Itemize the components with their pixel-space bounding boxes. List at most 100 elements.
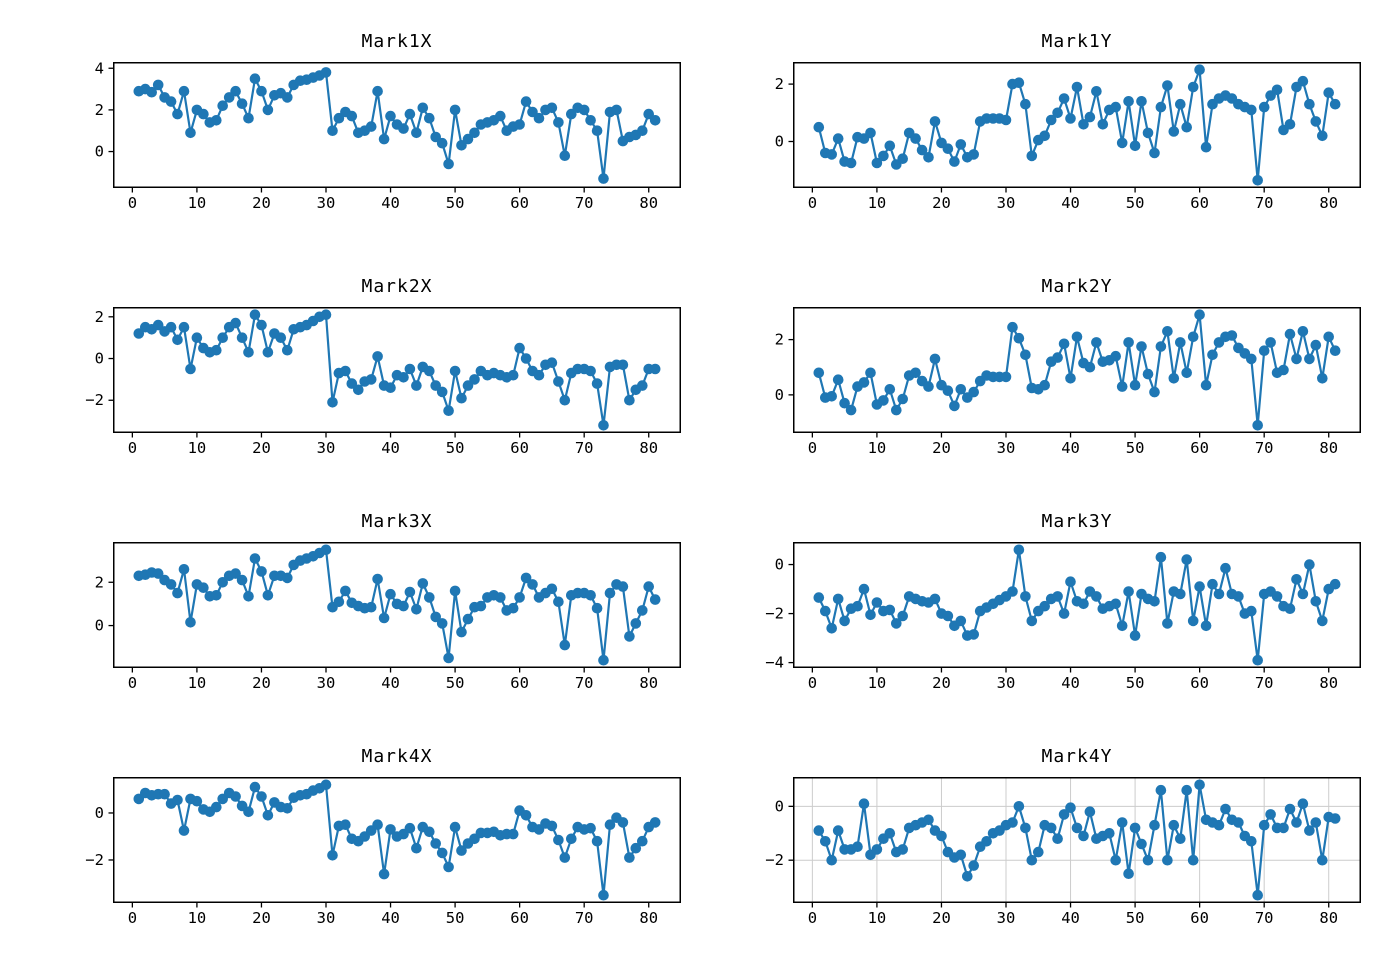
svg-text:0: 0 xyxy=(775,797,784,815)
svg-text:40: 40 xyxy=(381,909,400,927)
chart-title: Mark3X xyxy=(361,511,433,532)
svg-text:70: 70 xyxy=(1255,194,1274,212)
svg-text:−2: −2 xyxy=(85,391,104,409)
svg-text:0: 0 xyxy=(808,439,817,457)
svg-text:10: 10 xyxy=(188,194,207,212)
svg-text:60: 60 xyxy=(510,194,529,212)
svg-text:−2: −2 xyxy=(765,851,784,869)
svg-text:0: 0 xyxy=(808,194,817,212)
svg-text:80: 80 xyxy=(1319,674,1338,692)
svg-text:2: 2 xyxy=(95,308,104,326)
svg-text:50: 50 xyxy=(1126,194,1145,212)
svg-text:40: 40 xyxy=(1061,909,1080,927)
svg-text:60: 60 xyxy=(1190,909,1209,927)
subplot-mark3y: Mark3Y 0 10 20 30 40 50 60 70 80 −4 −2 0 xyxy=(765,511,1361,692)
svg-text:0: 0 xyxy=(95,804,104,822)
svg-text:2: 2 xyxy=(775,75,784,93)
chart-title: Mark1Y xyxy=(1041,31,1113,52)
svg-text:70: 70 xyxy=(1255,909,1274,927)
svg-text:80: 80 xyxy=(1319,439,1338,457)
svg-text:4: 4 xyxy=(95,59,104,77)
svg-text:20: 20 xyxy=(252,674,271,692)
svg-text:0: 0 xyxy=(775,386,784,404)
chart-plot-area: 0 10 20 30 40 50 60 70 80 0 2 xyxy=(95,542,681,692)
svg-text:10: 10 xyxy=(868,439,887,457)
svg-text:10: 10 xyxy=(868,194,887,212)
svg-text:40: 40 xyxy=(381,194,400,212)
svg-text:20: 20 xyxy=(932,674,951,692)
svg-text:50: 50 xyxy=(1126,674,1145,692)
svg-text:0: 0 xyxy=(775,133,784,151)
chart-title: Mark4Y xyxy=(1041,746,1113,767)
svg-text:0: 0 xyxy=(95,350,104,368)
svg-text:30: 30 xyxy=(317,439,336,457)
chart-title: Mark4X xyxy=(361,746,433,767)
svg-text:0: 0 xyxy=(95,143,104,161)
chart-plot-area: 0 10 20 30 40 50 60 70 80 0 2 4 xyxy=(95,59,681,212)
chart-plot-area: 0 10 20 30 40 50 60 70 80 −2 0 xyxy=(765,777,1361,927)
svg-text:70: 70 xyxy=(575,194,594,212)
svg-text:30: 30 xyxy=(997,439,1016,457)
chart-title: Mark1X xyxy=(361,31,433,52)
svg-text:30: 30 xyxy=(997,674,1016,692)
svg-text:40: 40 xyxy=(1061,674,1080,692)
chart-plot-area: 0 10 20 30 40 50 60 70 80 0 2 xyxy=(775,307,1361,457)
svg-text:60: 60 xyxy=(1190,674,1209,692)
svg-text:2: 2 xyxy=(775,331,784,349)
chart-plot-area: 0 10 20 30 40 50 60 70 80 −4 −2 0 xyxy=(765,542,1361,692)
svg-text:10: 10 xyxy=(868,674,887,692)
subplot-mark2y: Mark2Y 0 10 20 30 40 50 60 70 80 0 2 xyxy=(775,276,1361,457)
svg-text:80: 80 xyxy=(639,674,658,692)
svg-text:50: 50 xyxy=(446,194,465,212)
svg-text:0: 0 xyxy=(95,617,104,635)
svg-text:30: 30 xyxy=(997,194,1016,212)
svg-text:10: 10 xyxy=(188,674,207,692)
chart-title: Mark2Y xyxy=(1041,276,1113,297)
svg-text:60: 60 xyxy=(1190,439,1209,457)
svg-text:20: 20 xyxy=(252,909,271,927)
chart-title: Mark2X xyxy=(361,276,433,297)
svg-text:20: 20 xyxy=(932,909,951,927)
svg-text:80: 80 xyxy=(1319,194,1338,212)
svg-text:70: 70 xyxy=(1255,674,1274,692)
svg-text:2: 2 xyxy=(95,573,104,591)
subplot-mark1x: Mark1X 0 10 20 30 40 50 60 70 80 0 2 4 xyxy=(95,31,681,212)
svg-text:70: 70 xyxy=(575,909,594,927)
svg-text:30: 30 xyxy=(317,674,336,692)
svg-text:30: 30 xyxy=(317,194,336,212)
subplot-mark1y: Mark1Y 0 10 20 30 40 50 60 70 80 0 2 xyxy=(775,31,1361,212)
svg-text:40: 40 xyxy=(1061,439,1080,457)
svg-text:80: 80 xyxy=(639,194,658,212)
svg-text:0: 0 xyxy=(128,909,137,927)
svg-text:50: 50 xyxy=(446,674,465,692)
svg-text:20: 20 xyxy=(932,194,951,212)
chart-plot-area: 0 10 20 30 40 50 60 70 80 −2 0 xyxy=(85,777,681,927)
svg-text:40: 40 xyxy=(381,674,400,692)
svg-text:80: 80 xyxy=(1319,909,1338,927)
svg-text:60: 60 xyxy=(510,674,529,692)
svg-text:−2: −2 xyxy=(765,605,784,623)
svg-text:10: 10 xyxy=(868,909,887,927)
svg-text:80: 80 xyxy=(639,439,658,457)
svg-text:30: 30 xyxy=(997,909,1016,927)
svg-text:20: 20 xyxy=(252,439,271,457)
svg-text:80: 80 xyxy=(639,909,658,927)
svg-text:40: 40 xyxy=(1061,194,1080,212)
svg-text:20: 20 xyxy=(252,194,271,212)
chart-plot-area: 0 10 20 30 40 50 60 70 80 0 2 xyxy=(775,62,1361,212)
svg-text:0: 0 xyxy=(128,674,137,692)
svg-text:0: 0 xyxy=(775,556,784,574)
chart-title: Mark3Y xyxy=(1041,511,1113,532)
svg-text:40: 40 xyxy=(381,439,400,457)
svg-text:0: 0 xyxy=(808,909,817,927)
svg-text:60: 60 xyxy=(510,909,529,927)
svg-text:20: 20 xyxy=(932,439,951,457)
chart-plot-area: 0 10 20 30 40 50 60 70 80 −2 0 2 xyxy=(85,307,681,457)
svg-text:60: 60 xyxy=(510,439,529,457)
svg-text:10: 10 xyxy=(188,439,207,457)
svg-text:50: 50 xyxy=(446,439,465,457)
svg-text:50: 50 xyxy=(1126,439,1145,457)
svg-text:−4: −4 xyxy=(765,654,784,672)
subplot-mark4x: Mark4X 0 10 20 30 40 50 60 70 80 −2 0 xyxy=(85,746,681,927)
svg-text:0: 0 xyxy=(128,439,137,457)
